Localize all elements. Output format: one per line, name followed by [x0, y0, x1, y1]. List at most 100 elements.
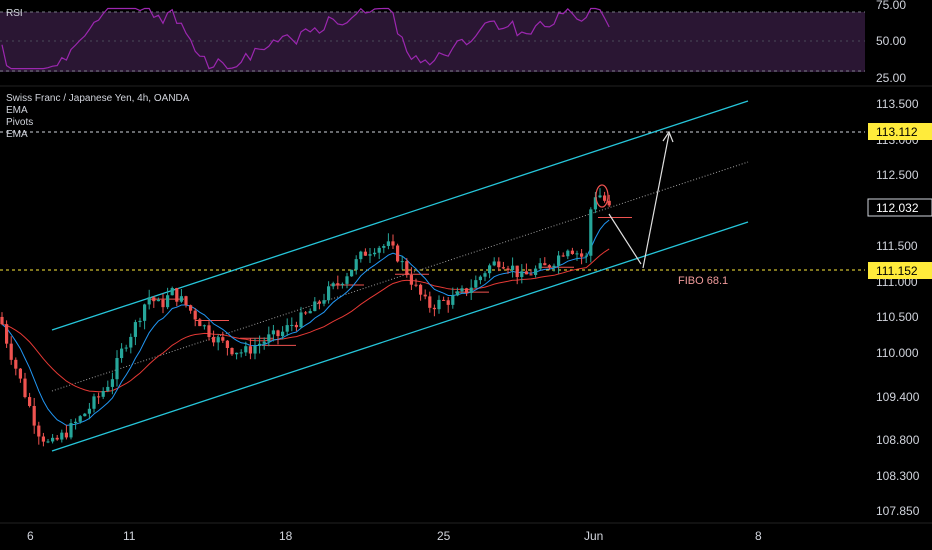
candle-body: [428, 296, 432, 308]
candle-body: [267, 334, 271, 342]
candle-body: [170, 288, 174, 296]
candle-body: [83, 413, 87, 417]
candle-body: [547, 265, 551, 268]
candle-body: [331, 283, 335, 287]
candle-body: [28, 397, 32, 406]
candle-body: [501, 267, 505, 269]
candle-body: [465, 288, 469, 294]
candle-body: [0, 316, 4, 325]
candle-body: [64, 432, 68, 438]
candle-body: [538, 263, 542, 269]
candle-body: [41, 436, 45, 442]
price-tick-109400: 109.400: [876, 390, 920, 404]
candle-body: [32, 405, 36, 426]
rsi-tick-75: 75.00: [876, 0, 906, 12]
candle-body: [593, 197, 597, 210]
candle-body: [18, 368, 22, 379]
time-tick-jun: Jun: [584, 529, 603, 543]
candle-body: [455, 291, 459, 296]
fibo-price-label: 111.152: [876, 264, 918, 278]
candle-body: [207, 325, 211, 338]
candle-body: [414, 284, 418, 286]
candle-body: [386, 241, 390, 246]
time-tick-8: 8: [755, 529, 762, 543]
time-tick-25: 25: [437, 529, 451, 543]
candle-body: [483, 273, 487, 277]
time-axis[interactable]: 6 11 18 25 Jun 8: [27, 529, 762, 543]
candle-body: [488, 265, 492, 274]
candle-body: [598, 195, 602, 198]
candle-body: [124, 347, 128, 349]
candle-body: [308, 311, 312, 314]
candle-body: [377, 247, 381, 253]
candle-body: [69, 423, 73, 438]
candle-body: [529, 274, 533, 276]
candle-body: [152, 297, 156, 302]
candle-body: [258, 343, 262, 346]
rsi-tick-50: 50.00: [876, 34, 906, 48]
candle-body: [437, 299, 441, 310]
candle-body: [198, 319, 202, 327]
candle-body: [14, 359, 18, 369]
price-tick-113500: 113.500: [876, 97, 919, 111]
candle-body: [92, 396, 96, 409]
candle-body: [336, 283, 340, 285]
candle-body: [506, 268, 510, 271]
candle-body: [106, 386, 110, 391]
candle-body: [244, 346, 248, 353]
candle-body: [469, 287, 473, 294]
legend-pivots[interactable]: Pivots: [6, 117, 34, 128]
last-price-label: 112.032: [876, 201, 919, 215]
candle-body: [354, 259, 358, 270]
candle-body: [350, 269, 354, 277]
candle-body: [382, 245, 386, 248]
candle-body: [78, 416, 82, 422]
candle-body: [368, 254, 372, 256]
candle-body: [147, 297, 151, 305]
legend-ema-2[interactable]: EMA: [6, 129, 28, 140]
candle-body: [9, 343, 13, 360]
price-tick-107850: 107.850: [876, 504, 920, 518]
price-tick-110500: 110.500: [876, 310, 919, 324]
pivot-lines: [150, 216, 632, 346]
candle-body: [363, 251, 367, 256]
price-tick-111500: 111.500: [876, 239, 918, 253]
candle-body: [225, 340, 229, 348]
channel-lower-line: [51, 221, 749, 452]
candle-body: [478, 276, 482, 281]
candle-body: [281, 331, 285, 337]
candle-body: [405, 261, 409, 276]
candle-body: [216, 337, 220, 343]
candle-body: [423, 294, 427, 297]
candle-body: [138, 320, 142, 323]
candle-body: [561, 255, 565, 257]
legend-title: Swiss Franc / Japanese Yen, 4h, OANDA: [6, 93, 190, 104]
candle-body: [345, 276, 349, 284]
candle-body: [51, 437, 55, 442]
rsi-line: [1, 7, 610, 70]
candle-body: [193, 310, 197, 320]
candle-body: [143, 304, 147, 321]
candle-body: [515, 265, 519, 277]
projection-down-arrow: [608, 213, 642, 265]
candle-body: [566, 250, 570, 257]
candle-body: [340, 283, 344, 285]
candle-body: [607, 200, 611, 206]
ema-fast-line: [1, 219, 610, 426]
price-axis[interactable]: 113.500 113.000 112.500 111.500 111.000 …: [867, 97, 932, 518]
channel-mid-line: [51, 161, 749, 392]
candle-body: [391, 241, 395, 246]
candle-body: [451, 295, 455, 305]
candle-body: [202, 325, 206, 327]
time-tick-6: 6: [27, 529, 34, 543]
candle-body: [589, 209, 593, 256]
candle-body: [317, 301, 321, 304]
projection-up-arrow: [642, 133, 670, 269]
candle-body: [419, 284, 423, 295]
chart-legend: Swiss Franc / Japanese Yen, 4h, OANDA EM…: [6, 93, 189, 141]
candle-body: [294, 324, 298, 328]
candle-body: [46, 441, 50, 443]
candle-body: [400, 261, 404, 263]
legend-ema-1[interactable]: EMA: [6, 105, 28, 116]
